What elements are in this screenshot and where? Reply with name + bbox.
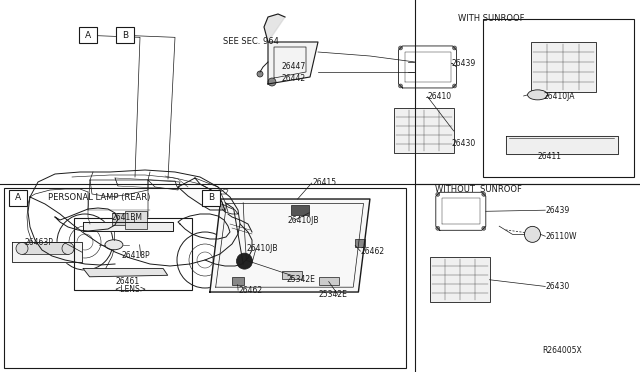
Circle shape: [399, 46, 403, 50]
Bar: [282, 271, 301, 279]
Circle shape: [452, 84, 456, 88]
Bar: [202, 190, 220, 206]
Ellipse shape: [527, 90, 548, 100]
Text: 25342E: 25342E: [319, 290, 348, 299]
Circle shape: [436, 226, 440, 230]
Bar: [531, 42, 596, 92]
Circle shape: [16, 243, 28, 254]
Text: B: B: [122, 31, 128, 40]
Polygon shape: [83, 269, 168, 277]
Bar: [79, 27, 97, 44]
Text: 26410JA: 26410JA: [544, 92, 575, 101]
Text: 26447: 26447: [282, 62, 306, 71]
Text: A: A: [15, 193, 21, 202]
Circle shape: [482, 226, 486, 230]
Circle shape: [525, 226, 540, 243]
Bar: [22, 243, 68, 254]
Text: 26415: 26415: [312, 178, 337, 187]
Circle shape: [257, 71, 263, 77]
Polygon shape: [268, 42, 318, 84]
Polygon shape: [506, 136, 618, 154]
Bar: [125, 211, 147, 229]
Bar: [429, 257, 490, 302]
Circle shape: [268, 78, 276, 86]
Circle shape: [436, 192, 440, 196]
Polygon shape: [178, 178, 225, 210]
Text: B: B: [208, 193, 214, 202]
Text: 26430: 26430: [451, 139, 476, 148]
Bar: [112, 213, 126, 225]
Text: 26439: 26439: [451, 59, 476, 68]
Text: 26418P: 26418P: [122, 251, 150, 260]
Ellipse shape: [105, 240, 123, 250]
Text: 26439: 26439: [545, 206, 570, 215]
Text: 26110W: 26110W: [545, 232, 577, 241]
Circle shape: [399, 84, 403, 88]
Text: 26462: 26462: [360, 247, 385, 256]
Polygon shape: [210, 199, 370, 292]
Bar: [355, 239, 365, 247]
Text: A: A: [85, 31, 92, 40]
Bar: [232, 276, 244, 285]
Circle shape: [62, 243, 74, 254]
Text: 26430: 26430: [545, 282, 570, 291]
Text: 26410JB: 26410JB: [246, 244, 278, 253]
Text: 26442: 26442: [282, 74, 306, 83]
Bar: [116, 27, 134, 44]
Bar: [9, 190, 27, 206]
Text: 26410JB: 26410JB: [288, 216, 319, 225]
Polygon shape: [12, 242, 82, 262]
Circle shape: [482, 192, 486, 196]
Text: R264005X: R264005X: [543, 346, 582, 355]
Text: WITH SUNROOF: WITH SUNROOF: [458, 14, 524, 23]
Bar: [319, 276, 339, 285]
Text: 26410: 26410: [428, 92, 452, 101]
Bar: [4, 188, 406, 368]
Text: 25342E: 25342E: [287, 275, 316, 284]
Bar: [74, 218, 192, 290]
Polygon shape: [264, 14, 285, 42]
Circle shape: [452, 46, 456, 50]
Text: 26461: 26461: [115, 278, 140, 286]
Bar: [483, 19, 634, 177]
Text: <LENS>: <LENS>: [114, 285, 146, 294]
Bar: [291, 205, 309, 215]
Text: 2641BM: 2641BM: [112, 213, 143, 222]
Text: 26411: 26411: [538, 152, 562, 161]
Polygon shape: [83, 222, 173, 231]
Text: SEE SEC. 964: SEE SEC. 964: [223, 37, 278, 46]
Text: 26463P: 26463P: [24, 238, 53, 247]
Circle shape: [237, 253, 253, 269]
Text: WITHOUT  SUNROOF: WITHOUT SUNROOF: [435, 185, 522, 194]
Bar: [394, 109, 454, 153]
Text: 26462: 26462: [238, 286, 262, 295]
Text: PERSONAL LAMP (REAR): PERSONAL LAMP (REAR): [48, 193, 150, 202]
